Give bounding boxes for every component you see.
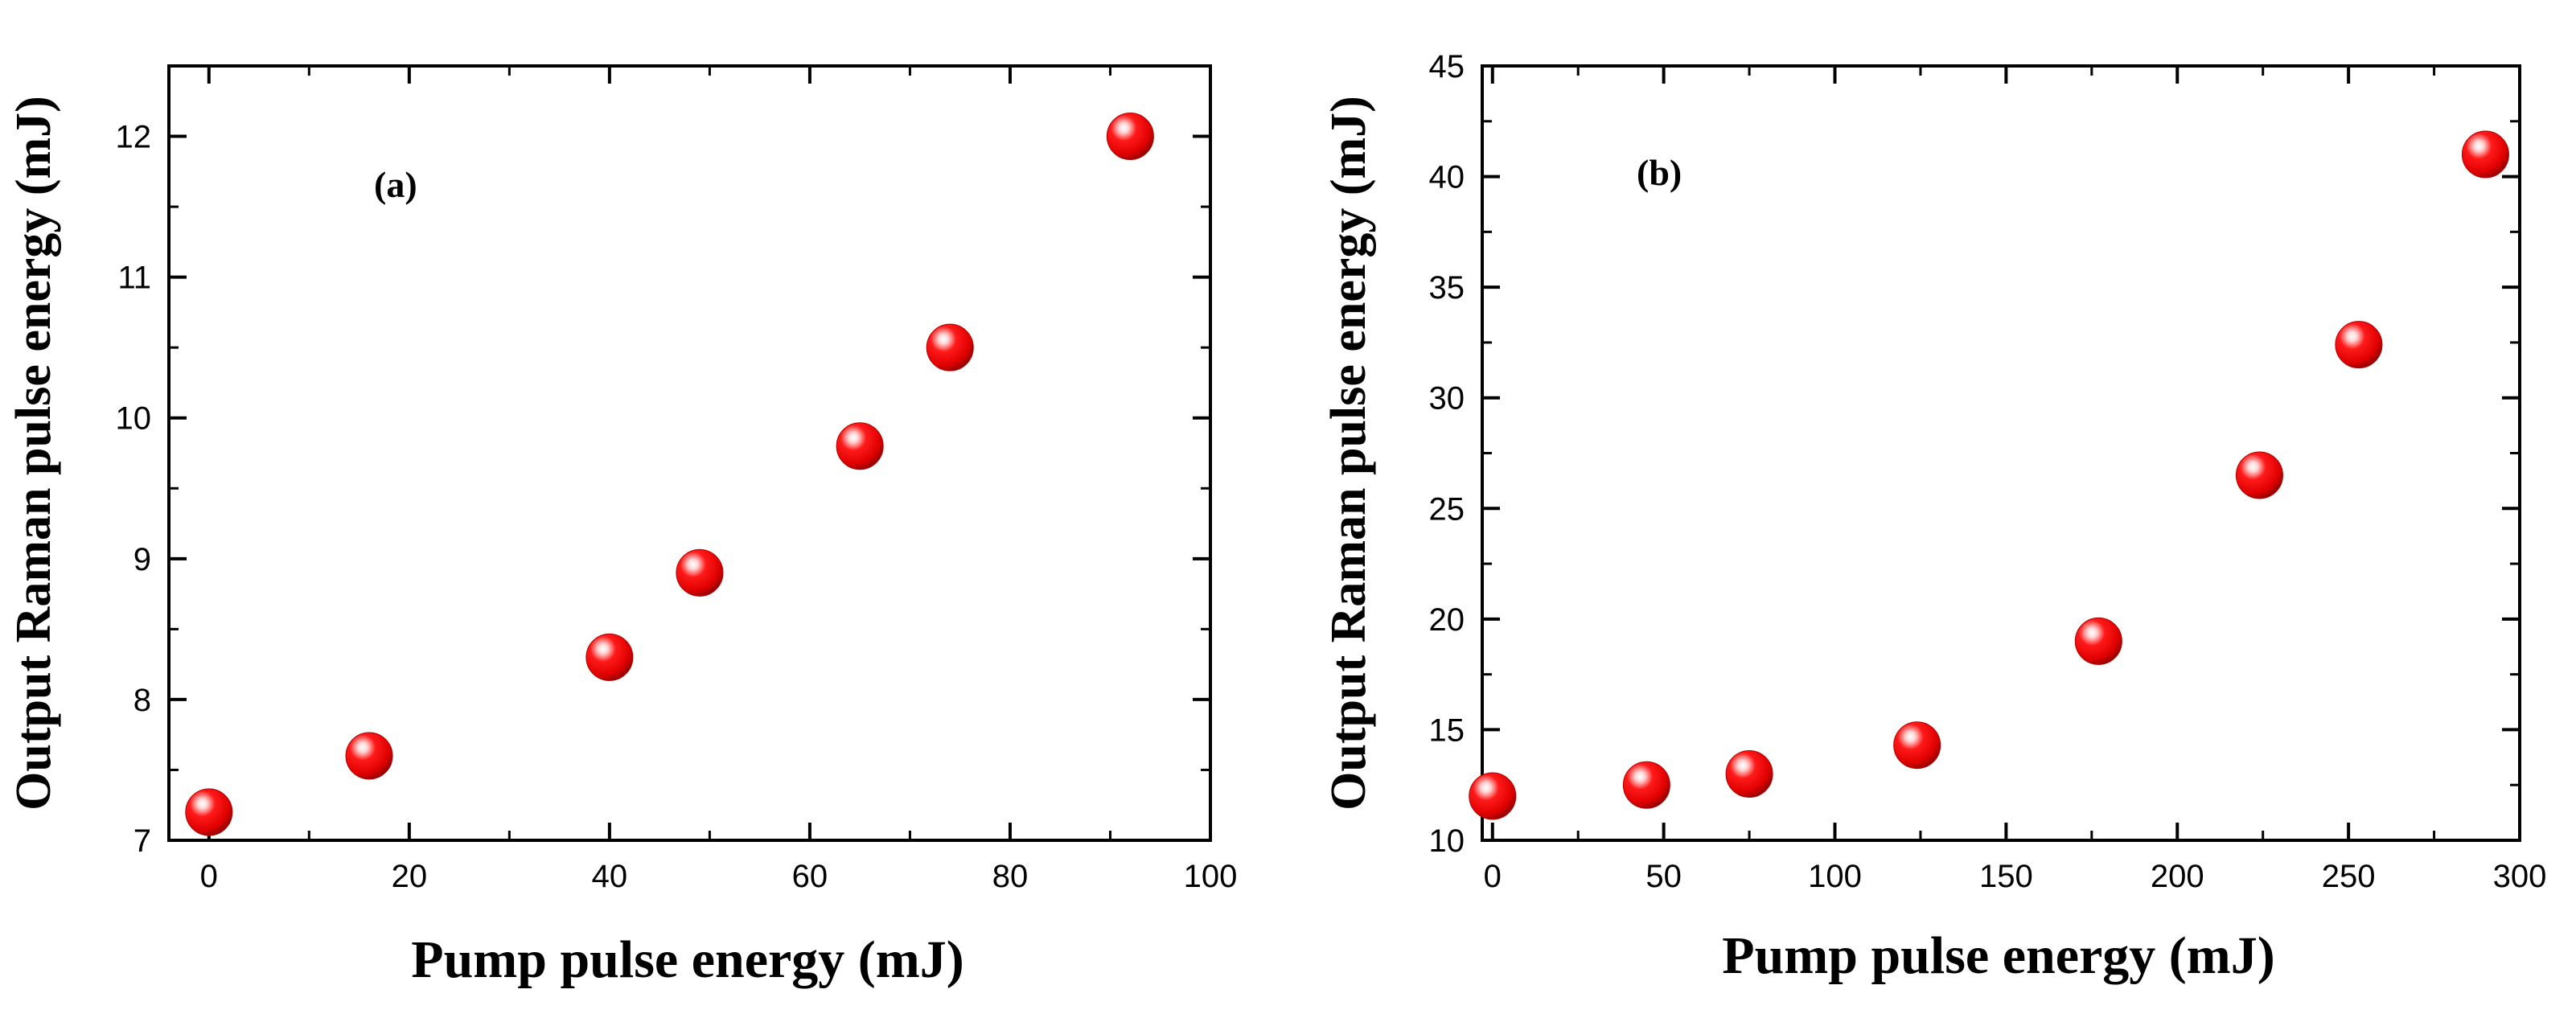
y-tick-label: 9 — [134, 542, 151, 577]
data-point — [1622, 761, 1670, 809]
x-tick-label: 0 — [1484, 859, 1502, 894]
data-point — [2461, 130, 2509, 179]
x-tick-label: 100 — [1184, 859, 1238, 894]
x-axis-title: Pump pulse energy (mJ) — [1722, 926, 2274, 985]
y-axis-title: Output Raman pulse energy (mJ) — [6, 96, 61, 811]
data-point — [676, 548, 724, 597]
y-tick-label: 45 — [1429, 49, 1465, 84]
y-tick-label: 10 — [116, 401, 152, 437]
y-tick-label: 40 — [1429, 160, 1465, 195]
data-point — [2335, 321, 2383, 369]
y-tick-label: 25 — [1429, 491, 1465, 527]
data-point — [1469, 772, 1517, 820]
y-tick-label: 7 — [134, 823, 151, 859]
x-tick-label: 200 — [2151, 859, 2204, 894]
y-tick-label: 12 — [116, 120, 152, 155]
x-tick-label: 300 — [2493, 859, 2547, 894]
x-tick-label: 150 — [1979, 859, 2033, 894]
x-tick-label: 80 — [992, 859, 1029, 894]
y-tick-label: 8 — [134, 683, 151, 718]
data-point — [1725, 749, 1773, 798]
data-point — [185, 788, 233, 836]
x-axis-title: Pump pulse energy (mJ) — [411, 930, 963, 989]
plot-frame — [167, 64, 1212, 842]
chart-panel-b: 0 50 100 150 200 250 300 10 15 20 25 30 35 40 45 (b) Pum… — [1321, 49, 2546, 985]
x-tick-label: 40 — [592, 859, 628, 894]
data-point — [926, 323, 974, 372]
x-tick-label: 60 — [792, 859, 828, 894]
x-tick-label: 20 — [392, 859, 428, 894]
chart-panel-a: 0 20 40 60 80 100 7 8 9 10 11 12 (a) Pump pulse energ… — [6, 64, 1238, 989]
panel-label: (b) — [1637, 152, 1682, 193]
y-tick-label: 10 — [1429, 823, 1465, 859]
data-point — [2074, 617, 2122, 665]
x-tick-label: 250 — [2322, 859, 2376, 894]
y-tick-label: 15 — [1429, 712, 1465, 748]
y-tick-label: 20 — [1429, 602, 1465, 638]
y-axis-title: Output Raman pulse energy (mJ) — [1321, 96, 1376, 811]
data-point — [2235, 451, 2283, 499]
x-tick-label: 100 — [1808, 859, 1862, 894]
y-tick-label: 11 — [117, 261, 151, 296]
x-tick-label: 50 — [1645, 859, 1682, 894]
data-point — [1106, 113, 1154, 161]
data-point — [836, 422, 884, 470]
data-point — [1893, 721, 1941, 770]
x-tick-label: 0 — [200, 859, 218, 894]
panel-label: (a) — [374, 164, 417, 205]
y-tick-label: 30 — [1429, 381, 1465, 417]
y-tick-label: 35 — [1429, 270, 1465, 306]
data-point — [585, 633, 634, 681]
data-point — [345, 732, 393, 780]
